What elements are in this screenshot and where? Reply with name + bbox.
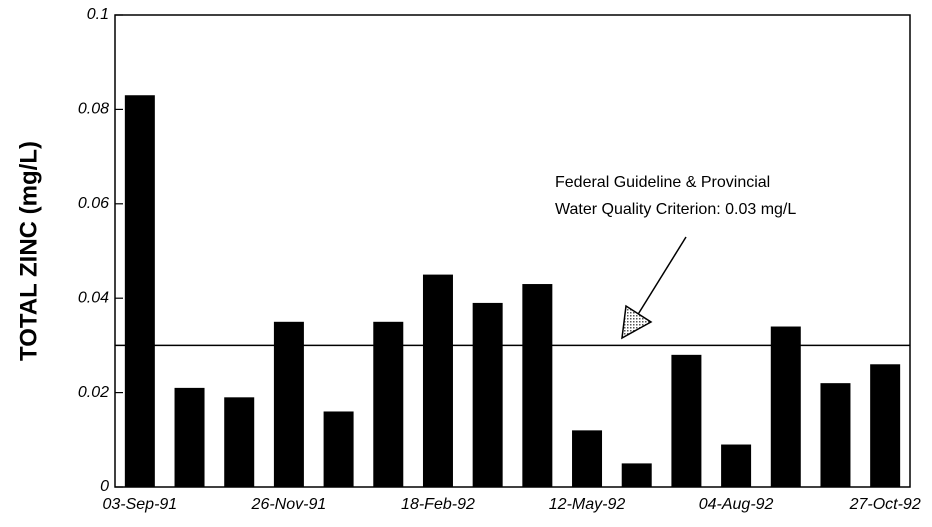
bar [124,95,155,488]
y-axis-label: TOTAL ZINC (mg/L) [15,141,42,361]
bar [870,364,901,487]
bar [522,284,553,487]
bar [422,274,453,487]
x-tick-label: 26-Nov-91 [251,496,327,513]
y-tick-label: 0.08 [78,101,109,118]
y-tick-label: 0 [100,478,109,495]
bar [621,463,652,487]
arrow-head [621,304,653,340]
annotation: Water Quality Criterion: 0.03 mg/L [555,201,796,218]
arrow-shaft [636,236,687,317]
bar [224,397,255,487]
plot-frame [114,14,911,488]
bar [770,326,801,487]
bar [174,387,205,487]
y-tick-label: 0.04 [78,289,109,306]
annotation: Federal Guideline & Provincial [555,174,770,191]
x-tick-label: 12-May-92 [549,496,626,513]
bar [820,383,851,487]
x-tick-label: 27-Oct-92 [849,496,921,513]
y-tick-label: 0.06 [78,195,109,212]
x-tick-label: 18-Feb-92 [401,496,475,513]
bar [323,411,354,487]
x-tick-label: 04-Aug-92 [699,496,774,513]
x-tick-label: 03-Sep-91 [102,496,177,513]
y-tick-label: 0.02 [78,384,109,401]
bar [472,302,503,487]
bar [373,321,404,487]
bar [273,321,304,487]
bar [721,444,752,487]
bar [671,354,702,487]
bar [572,430,603,487]
y-tick-label: 0.1 [87,6,109,23]
